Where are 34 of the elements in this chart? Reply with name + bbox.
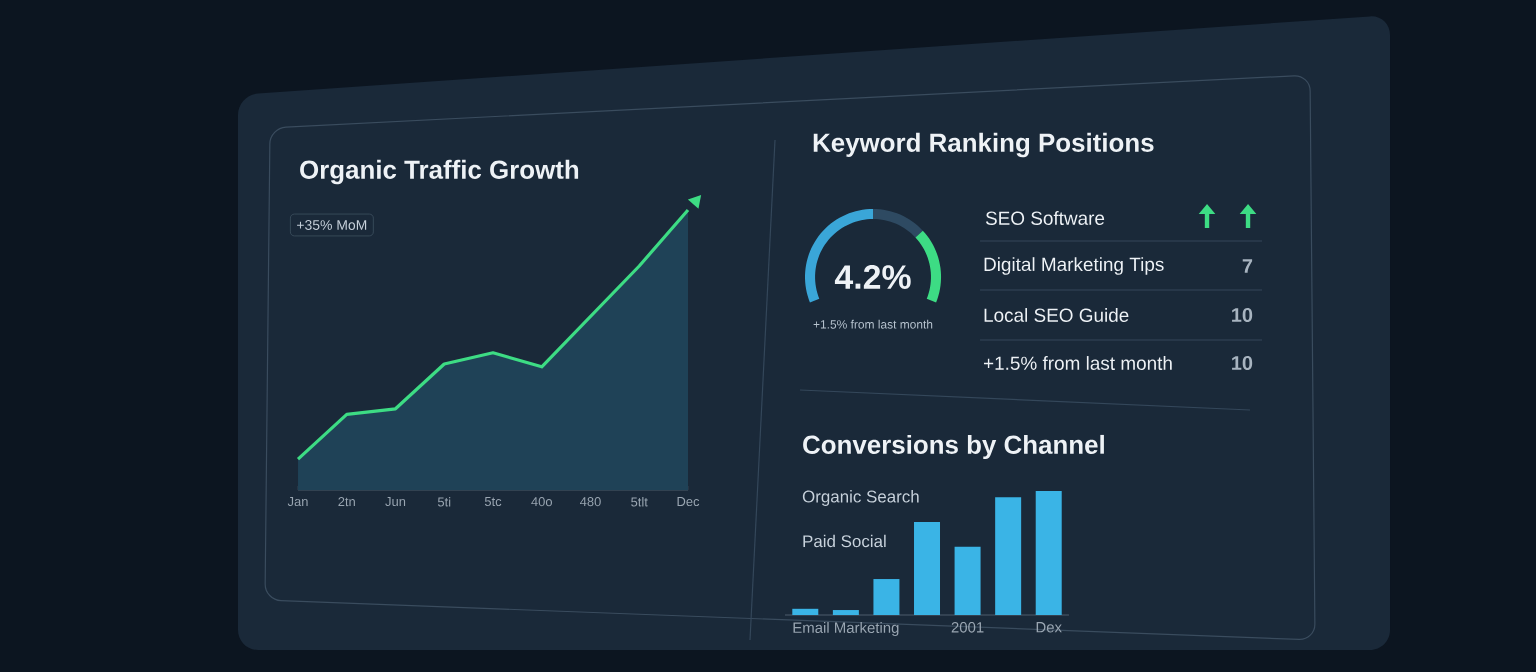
x-tick-label: 480 <box>580 497 601 507</box>
x-tick-label: 5tc <box>484 497 502 507</box>
x-tick-label: Jun <box>385 497 406 507</box>
chart-title: Organic Traffic Growth <box>300 159 579 185</box>
x-tick-label: 5ti <box>437 497 451 507</box>
x-tick-label: Dex <box>1036 622 1062 633</box>
bar <box>995 497 1022 615</box>
text: 10 <box>1232 307 1253 323</box>
x-tick-label: Dec <box>677 497 700 507</box>
bar <box>954 546 981 615</box>
x-tick-label: 5tlt <box>631 497 648 507</box>
chart-title: Keyword Ranking Positions <box>813 132 1154 158</box>
x-tick-label: Email Marketing <box>793 622 899 636</box>
text: Local SEO Guide <box>984 308 1129 322</box>
bar <box>1035 491 1062 615</box>
text: 10 <box>1232 355 1253 371</box>
text: +1.5% from last month <box>983 356 1172 370</box>
chart-title: Conversions by Channel <box>803 434 1104 460</box>
x-tick-label: Jan <box>287 497 308 507</box>
bar <box>832 610 859 615</box>
annotation: Paid Social <box>803 534 886 548</box>
x-tick-label: 2tn <box>338 497 355 507</box>
bar <box>914 522 941 615</box>
text: Digital Marketing Tips <box>984 257 1164 275</box>
annotation: Organic Search <box>802 490 919 506</box>
text: SEO Software <box>985 211 1105 225</box>
text: 7 <box>1242 259 1253 273</box>
annotation: +35% MoM <box>297 220 367 230</box>
bar <box>792 608 819 615</box>
bar <box>873 579 900 615</box>
x-tick-label: 2001 <box>951 622 984 633</box>
x-tick-label: 40o <box>531 497 553 507</box>
text: +1.5% from last month <box>813 319 933 329</box>
text: 4.2% <box>834 265 911 289</box>
